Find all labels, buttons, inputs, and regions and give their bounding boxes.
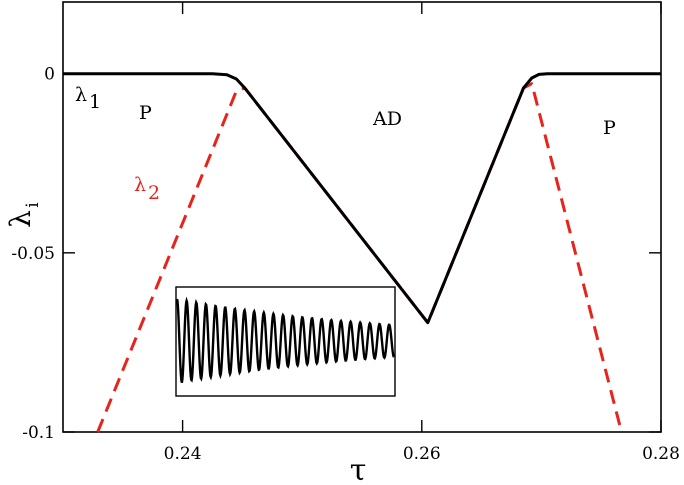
svg-text:λ: λ — [134, 174, 146, 196]
plot-frame — [62, 1, 662, 433]
inset-waveform — [175, 296, 395, 384]
lambda1-label: λ 1 — [75, 84, 101, 113]
x-tick-label: 0.28 — [642, 444, 680, 464]
svg-text:λ: λ — [4, 210, 37, 228]
x-tick-label: 0.24 — [164, 444, 202, 464]
series-layer — [63, 72, 661, 433]
x-tick-label: 0.26 — [403, 444, 441, 464]
region-label-ad: AD — [372, 108, 402, 130]
svg-text:2: 2 — [148, 182, 160, 204]
y-tick-label: 0 — [44, 65, 55, 85]
y-tick-label: -0.05 — [11, 244, 55, 264]
series-line-lambda2 — [96, 82, 623, 433]
lambda2-label: λ 2 — [134, 174, 160, 204]
x-axis-ticks: 0.24 0.26 0.28 — [164, 2, 680, 464]
y-axis-title: λ i — [4, 202, 43, 228]
series-line-lambda1 — [63, 72, 661, 325]
svg-text:1: 1 — [89, 91, 101, 113]
region-label-p-right: P — [603, 117, 616, 139]
svg-text:λ: λ — [75, 84, 87, 106]
region-label-p-left: P — [139, 102, 152, 124]
inset-oscillation — [175, 286, 396, 397]
svg-text:i: i — [23, 202, 43, 208]
x-axis-title: τ — [350, 453, 367, 485]
y-tick-label: -0.1 — [22, 423, 55, 443]
